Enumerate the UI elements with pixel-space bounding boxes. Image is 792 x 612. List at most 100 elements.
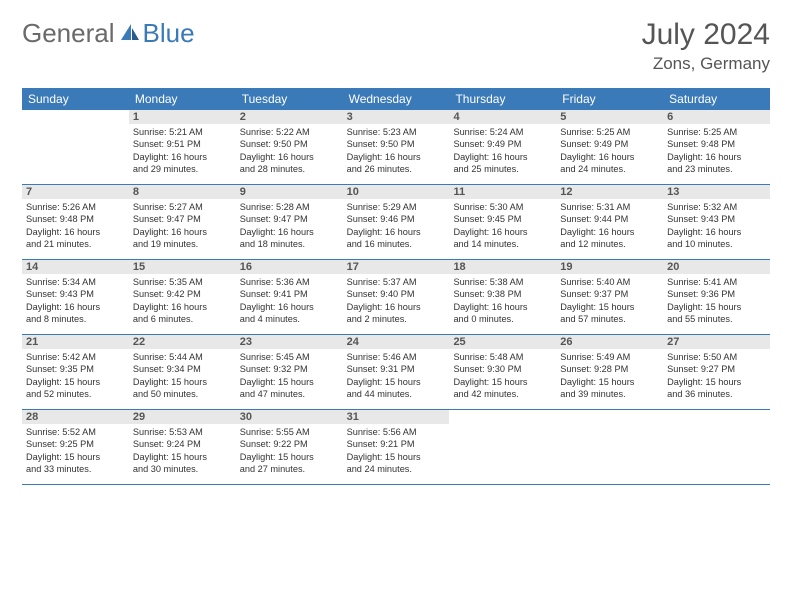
- day-details: Sunrise: 5:38 AMSunset: 9:38 PMDaylight:…: [449, 274, 556, 330]
- day-details: Sunrise: 5:46 AMSunset: 9:31 PMDaylight:…: [343, 349, 450, 405]
- calendar-day: 15Sunrise: 5:35 AMSunset: 9:42 PMDayligh…: [129, 260, 236, 334]
- day-details: Sunrise: 5:29 AMSunset: 9:46 PMDaylight:…: [343, 199, 450, 255]
- day-number: 12: [556, 185, 663, 199]
- day-details: Sunrise: 5:50 AMSunset: 9:27 PMDaylight:…: [663, 349, 770, 405]
- day-header: Friday: [556, 88, 663, 110]
- day-number: 3: [343, 110, 450, 124]
- day-details: Sunrise: 5:32 AMSunset: 9:43 PMDaylight:…: [663, 199, 770, 255]
- day-number: 10: [343, 185, 450, 199]
- day-details: Sunrise: 5:42 AMSunset: 9:35 PMDaylight:…: [22, 349, 129, 405]
- day-details: Sunrise: 5:36 AMSunset: 9:41 PMDaylight:…: [236, 274, 343, 330]
- day-number: 31: [343, 410, 450, 424]
- day-number: 4: [449, 110, 556, 124]
- day-number: 23: [236, 335, 343, 349]
- day-number: 11: [449, 185, 556, 199]
- day-header: Wednesday: [343, 88, 450, 110]
- day-number: 2: [236, 110, 343, 124]
- day-details: Sunrise: 5:34 AMSunset: 9:43 PMDaylight:…: [22, 274, 129, 330]
- location-label: Zons, Germany: [642, 54, 770, 74]
- day-details: Sunrise: 5:21 AMSunset: 9:51 PMDaylight:…: [129, 124, 236, 180]
- calendar-day: 20Sunrise: 5:41 AMSunset: 9:36 PMDayligh…: [663, 260, 770, 334]
- calendar-day: 31Sunrise: 5:56 AMSunset: 9:21 PMDayligh…: [343, 410, 450, 484]
- day-number: 15: [129, 260, 236, 274]
- calendar-day: 30Sunrise: 5:55 AMSunset: 9:22 PMDayligh…: [236, 410, 343, 484]
- day-number: 27: [663, 335, 770, 349]
- day-details: Sunrise: 5:48 AMSunset: 9:30 PMDaylight:…: [449, 349, 556, 405]
- day-details: Sunrise: 5:37 AMSunset: 9:40 PMDaylight:…: [343, 274, 450, 330]
- day-number: 13: [663, 185, 770, 199]
- title-block: July 2024 Zons, Germany: [642, 18, 770, 74]
- day-details: Sunrise: 5:25 AMSunset: 9:48 PMDaylight:…: [663, 124, 770, 180]
- day-number: 18: [449, 260, 556, 274]
- calendar-day: 12Sunrise: 5:31 AMSunset: 9:44 PMDayligh…: [556, 185, 663, 259]
- day-number: [556, 410, 663, 412]
- calendar-day: 3Sunrise: 5:23 AMSunset: 9:50 PMDaylight…: [343, 110, 450, 184]
- calendar-day: 13Sunrise: 5:32 AMSunset: 9:43 PMDayligh…: [663, 185, 770, 259]
- calendar-week: 14Sunrise: 5:34 AMSunset: 9:43 PMDayligh…: [22, 260, 770, 335]
- calendar-week: 7Sunrise: 5:26 AMSunset: 9:48 PMDaylight…: [22, 185, 770, 260]
- calendar-day: 6Sunrise: 5:25 AMSunset: 9:48 PMDaylight…: [663, 110, 770, 184]
- calendar-week: 1Sunrise: 5:21 AMSunset: 9:51 PMDaylight…: [22, 110, 770, 185]
- day-number: 1: [129, 110, 236, 124]
- day-number: 20: [663, 260, 770, 274]
- day-number: 9: [236, 185, 343, 199]
- day-number: 16: [236, 260, 343, 274]
- day-number: 21: [22, 335, 129, 349]
- calendar-day: 14Sunrise: 5:34 AMSunset: 9:43 PMDayligh…: [22, 260, 129, 334]
- calendar-body: 1Sunrise: 5:21 AMSunset: 9:51 PMDaylight…: [22, 110, 770, 485]
- day-details: Sunrise: 5:40 AMSunset: 9:37 PMDaylight:…: [556, 274, 663, 330]
- day-number: 22: [129, 335, 236, 349]
- calendar-day: [449, 410, 556, 484]
- day-details: Sunrise: 5:26 AMSunset: 9:48 PMDaylight:…: [22, 199, 129, 255]
- day-headers-row: SundayMondayTuesdayWednesdayThursdayFrid…: [22, 88, 770, 110]
- calendar-day: 21Sunrise: 5:42 AMSunset: 9:35 PMDayligh…: [22, 335, 129, 409]
- day-details: Sunrise: 5:22 AMSunset: 9:50 PMDaylight:…: [236, 124, 343, 180]
- day-number: [22, 110, 129, 112]
- day-number: 14: [22, 260, 129, 274]
- calendar-day: 24Sunrise: 5:46 AMSunset: 9:31 PMDayligh…: [343, 335, 450, 409]
- calendar-day: 16Sunrise: 5:36 AMSunset: 9:41 PMDayligh…: [236, 260, 343, 334]
- calendar-day: 1Sunrise: 5:21 AMSunset: 9:51 PMDaylight…: [129, 110, 236, 184]
- day-number: 6: [663, 110, 770, 124]
- calendar-day: 8Sunrise: 5:27 AMSunset: 9:47 PMDaylight…: [129, 185, 236, 259]
- calendar-day: 10Sunrise: 5:29 AMSunset: 9:46 PMDayligh…: [343, 185, 450, 259]
- day-number: 17: [343, 260, 450, 274]
- day-number: [449, 410, 556, 412]
- day-details: Sunrise: 5:31 AMSunset: 9:44 PMDaylight:…: [556, 199, 663, 255]
- calendar-day: 18Sunrise: 5:38 AMSunset: 9:38 PMDayligh…: [449, 260, 556, 334]
- calendar-day: 9Sunrise: 5:28 AMSunset: 9:47 PMDaylight…: [236, 185, 343, 259]
- day-details: Sunrise: 5:45 AMSunset: 9:32 PMDaylight:…: [236, 349, 343, 405]
- calendar-week: 28Sunrise: 5:52 AMSunset: 9:25 PMDayligh…: [22, 410, 770, 485]
- day-details: Sunrise: 5:44 AMSunset: 9:34 PMDaylight:…: [129, 349, 236, 405]
- brand-sail-icon: [119, 18, 141, 49]
- day-details: Sunrise: 5:52 AMSunset: 9:25 PMDaylight:…: [22, 424, 129, 480]
- calendar-week: 21Sunrise: 5:42 AMSunset: 9:35 PMDayligh…: [22, 335, 770, 410]
- day-number: 25: [449, 335, 556, 349]
- page-header: General Blue July 2024 Zons, Germany: [22, 18, 770, 74]
- brand-part1: General: [22, 18, 115, 49]
- day-number: 8: [129, 185, 236, 199]
- day-number: 5: [556, 110, 663, 124]
- day-number: 30: [236, 410, 343, 424]
- calendar-day: 25Sunrise: 5:48 AMSunset: 9:30 PMDayligh…: [449, 335, 556, 409]
- calendar-day: 11Sunrise: 5:30 AMSunset: 9:45 PMDayligh…: [449, 185, 556, 259]
- day-header: Thursday: [449, 88, 556, 110]
- day-header: Sunday: [22, 88, 129, 110]
- calendar-day: [663, 410, 770, 484]
- calendar-day: 17Sunrise: 5:37 AMSunset: 9:40 PMDayligh…: [343, 260, 450, 334]
- day-details: Sunrise: 5:35 AMSunset: 9:42 PMDaylight:…: [129, 274, 236, 330]
- day-details: Sunrise: 5:41 AMSunset: 9:36 PMDaylight:…: [663, 274, 770, 330]
- brand-logo: General Blue: [22, 18, 195, 49]
- day-details: Sunrise: 5:27 AMSunset: 9:47 PMDaylight:…: [129, 199, 236, 255]
- day-header: Monday: [129, 88, 236, 110]
- day-number: 7: [22, 185, 129, 199]
- calendar-day: 29Sunrise: 5:53 AMSunset: 9:24 PMDayligh…: [129, 410, 236, 484]
- month-title: July 2024: [642, 18, 770, 52]
- brand-part2: Blue: [143, 18, 195, 49]
- day-details: Sunrise: 5:55 AMSunset: 9:22 PMDaylight:…: [236, 424, 343, 480]
- calendar-day: 2Sunrise: 5:22 AMSunset: 9:50 PMDaylight…: [236, 110, 343, 184]
- day-number: 26: [556, 335, 663, 349]
- calendar-day: 5Sunrise: 5:25 AMSunset: 9:49 PMDaylight…: [556, 110, 663, 184]
- calendar-day: [556, 410, 663, 484]
- calendar-day: [22, 110, 129, 184]
